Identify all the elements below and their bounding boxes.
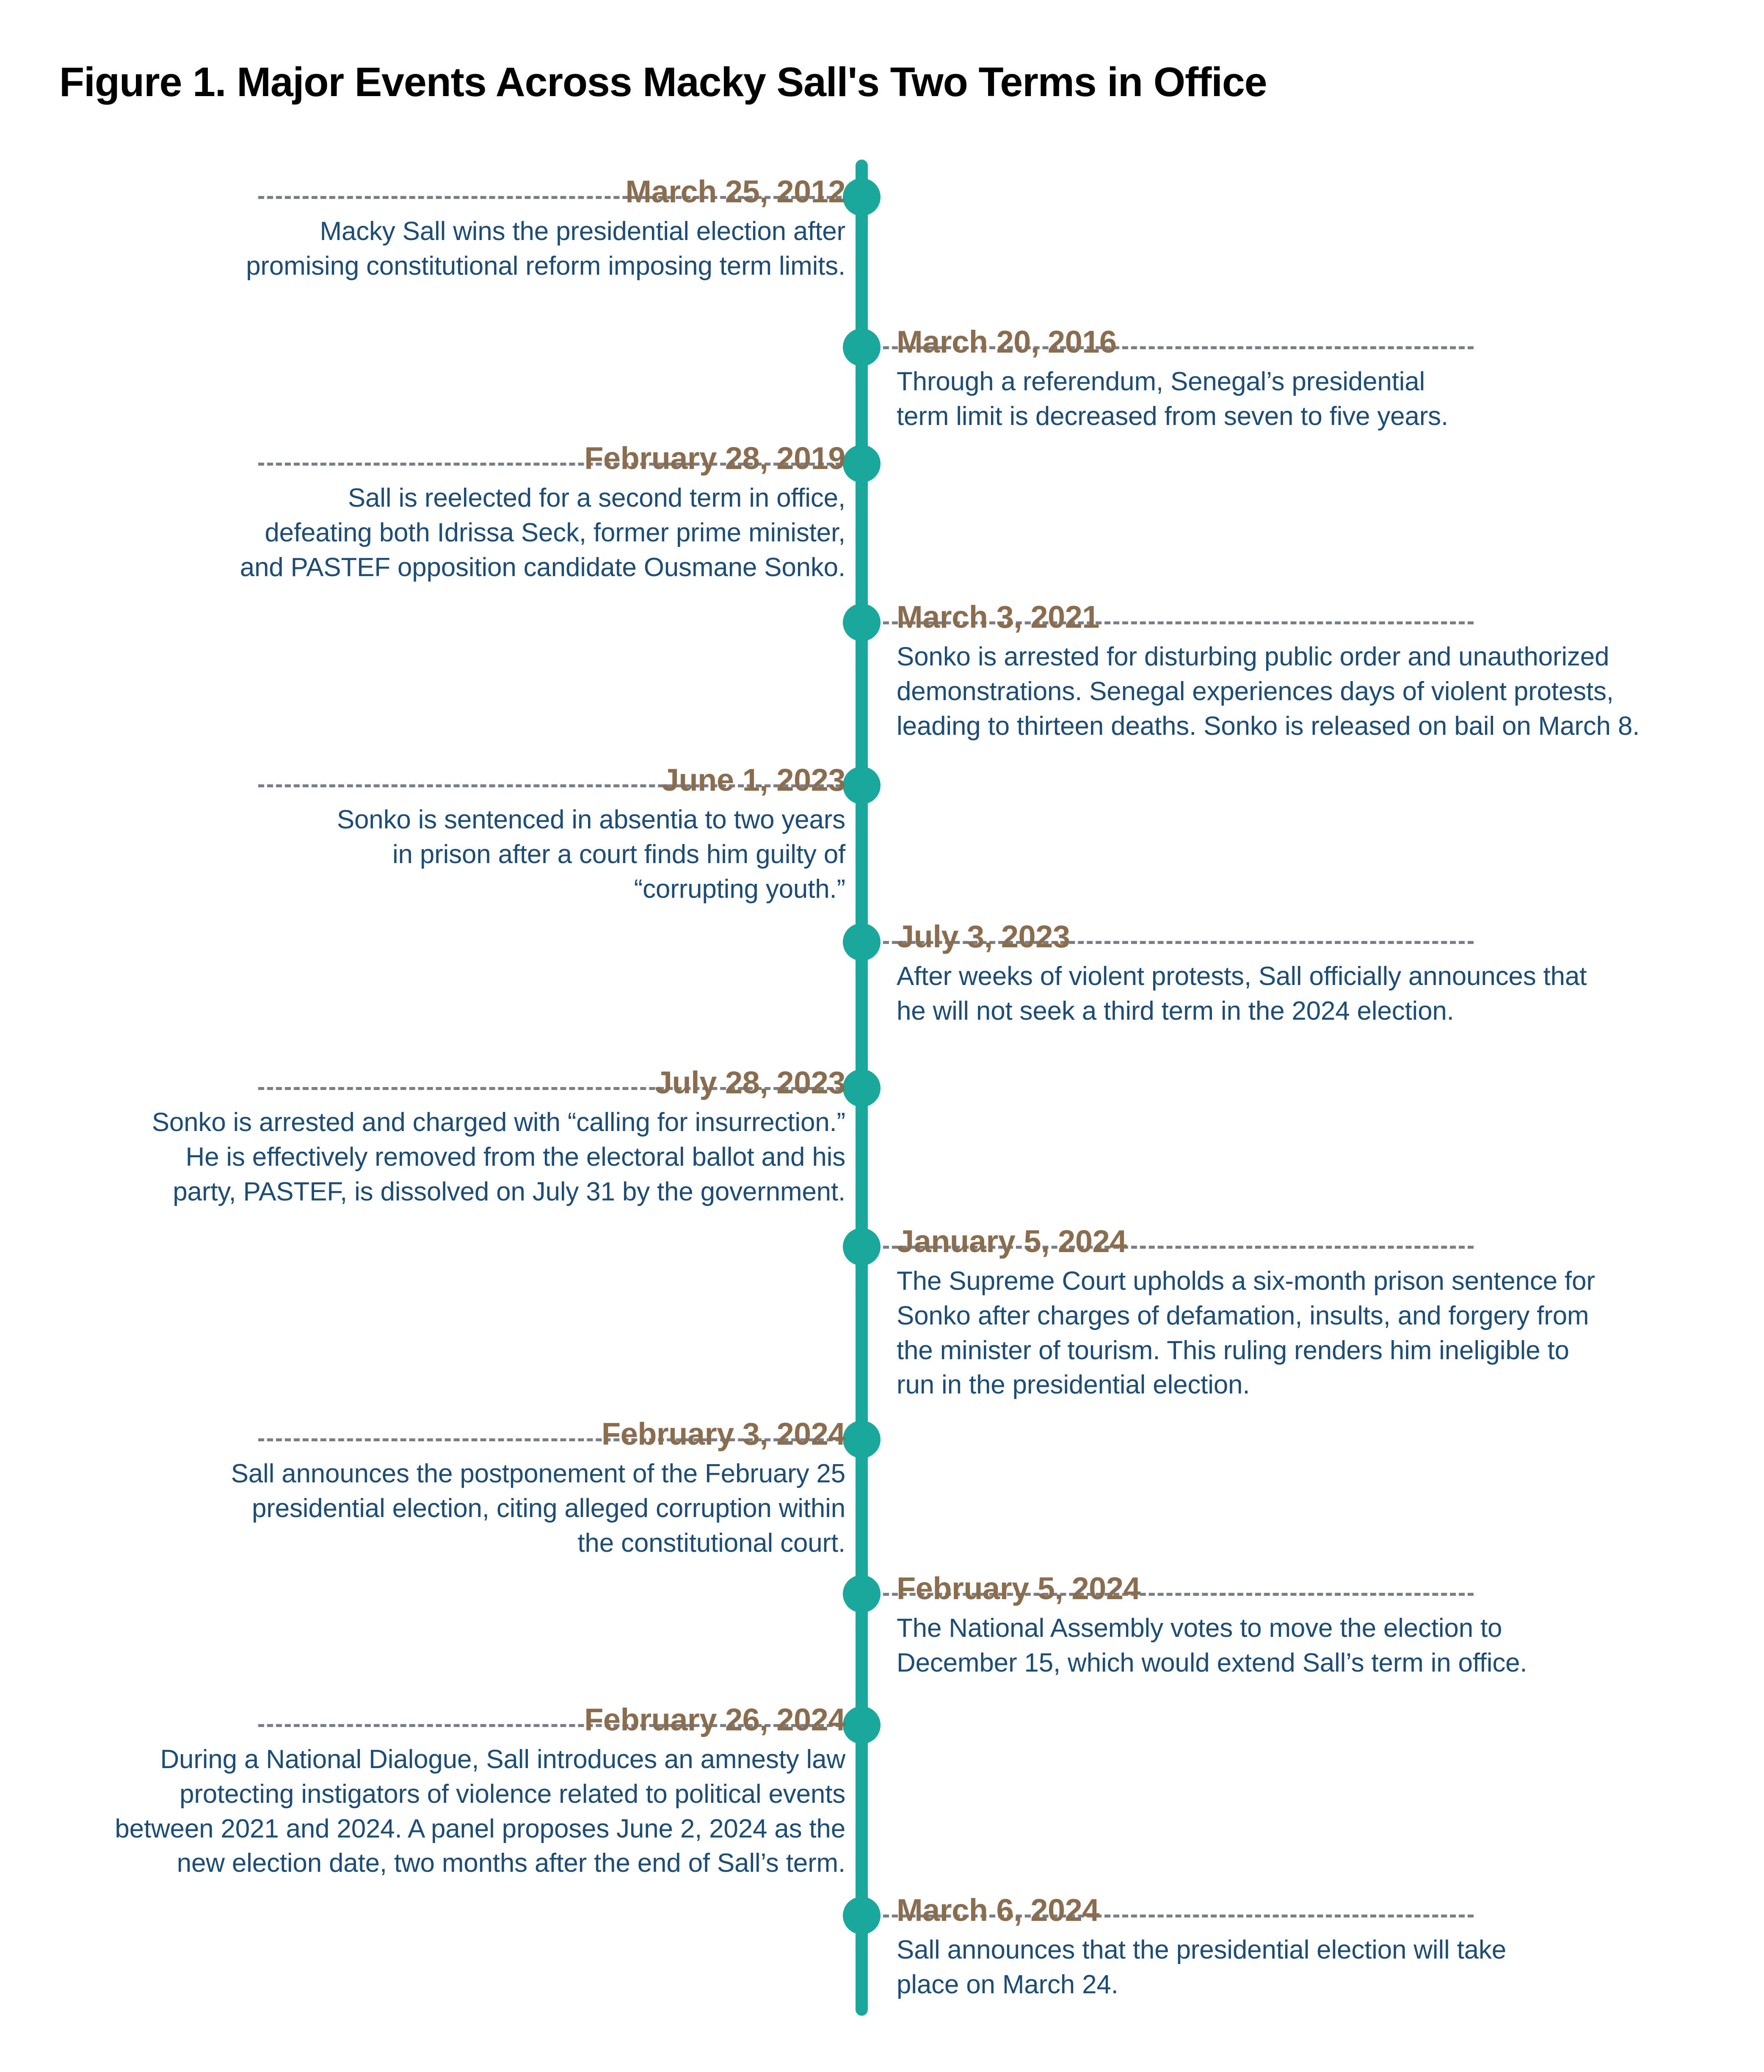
timeline-node-marker[interactable] (843, 604, 881, 641)
timeline-connector-line (258, 1087, 842, 1090)
event-description: The Supreme Court upholds a six-month pr… (897, 1266, 1595, 1400)
event-date: February 28, 2019 (584, 441, 845, 476)
event-date: February 26, 2024 (584, 1702, 845, 1737)
timeline-event-block: February 3, 2024 Sall announces the postp… (83, 1416, 846, 1560)
event-description: Sall announces that the presidential ele… (897, 1935, 1507, 1999)
event-date: March 3, 2021 (897, 599, 1099, 635)
timeline-event-block: July 28, 2023 Sonko is arrested and charg… (83, 1065, 846, 1209)
event-date: March 20, 2016 (897, 324, 1117, 359)
event-date: March 25, 2012 (625, 174, 845, 209)
timeline-event-block: July 3, 2023 After weeks of violent prote… (897, 921, 1659, 1029)
timeline-connector-line (883, 1593, 1474, 1596)
timeline-connector-line (258, 1724, 842, 1727)
timeline-node-marker[interactable] (843, 1069, 881, 1107)
timeline-event-block: March 25, 2012 Macky Sall wins the presid… (83, 176, 845, 284)
timeline-event-block: June 1, 2023 Sonko is sentenced in absent… (83, 762, 846, 906)
event-description: After weeks of violent protests, Sall of… (897, 962, 1587, 1026)
timeline-node-marker[interactable] (843, 445, 881, 483)
timeline-node-marker[interactable] (843, 923, 881, 961)
timeline-event-block: March 3, 2021 Sonko is arrested for distu… (897, 601, 1659, 743)
event-date: July 3, 2023 (897, 919, 1070, 954)
timeline-connector-line (258, 784, 842, 787)
event-description: During a National Dialogue, Sall introdu… (115, 1745, 845, 1878)
timeline-connector-line (883, 1915, 1474, 1917)
timeline-connector-line (258, 463, 842, 466)
event-date: February 3, 2024 (601, 1416, 846, 1451)
event-date: July 28, 2023 (654, 1065, 846, 1100)
event-date: February 5, 2024 (897, 1571, 1141, 1606)
event-description: Sall announces the postponement of the F… (231, 1459, 846, 1558)
timeline-node-marker[interactable] (843, 1706, 881, 1744)
timeline-event-block: February 26, 2024 During a National Dialo… (83, 1704, 845, 1881)
timeline-connector-line (258, 1438, 842, 1441)
timeline-event-block: February 5, 2024 The National Assembly vo… (897, 1573, 1659, 1680)
timeline-event-block: March 6, 2024 Sall announces that the pre… (897, 1895, 1659, 2002)
timeline-node-marker[interactable] (843, 178, 881, 216)
event-date: June 1, 2023 (661, 762, 846, 797)
event-description: Sonko is arrested for disturbing public … (897, 642, 1640, 741)
timeline-node-marker[interactable] (843, 328, 881, 366)
event-description: Sonko is arrested and charged with “call… (152, 1108, 845, 1206)
timeline-node-marker[interactable] (843, 767, 881, 804)
event-description: The National Assembly votes to move the … (897, 1614, 1527, 1677)
event-date: March 6, 2024 (897, 1893, 1099, 1928)
timeline-event-block: January 5, 2024 The Supreme Court upholds… (897, 1226, 1659, 1402)
event-description: Macky Sall wins the presidential electio… (246, 217, 845, 281)
timeline-connector-line (883, 346, 1474, 349)
timeline-connector-line (883, 941, 1474, 944)
page-title: Figure 1. Major Events Across Macky Sall… (59, 59, 1267, 105)
timeline-connector-line (883, 1246, 1474, 1249)
timeline-connector-line (883, 621, 1474, 624)
timeline-node-marker[interactable] (843, 1575, 881, 1613)
timeline-event-block: March 20, 2016 Through a referendum, Sene… (897, 326, 1659, 434)
event-description: Sall is reelected for a second term in o… (240, 483, 846, 582)
event-date: January 5, 2024 (897, 1224, 1127, 1259)
timeline-event-block: February 28, 2019 Sall is reelected for a… (83, 441, 846, 585)
event-description: Through a referendum, Senegal’s presiden… (897, 367, 1448, 431)
timeline-node-marker[interactable] (843, 1897, 881, 1934)
timeline-node-marker[interactable] (843, 1421, 881, 1458)
timeline-connector-line (258, 196, 842, 199)
event-description: Sonko is sentenced in absentia to two ye… (337, 805, 845, 904)
timeline-node-marker[interactable] (843, 1228, 881, 1266)
